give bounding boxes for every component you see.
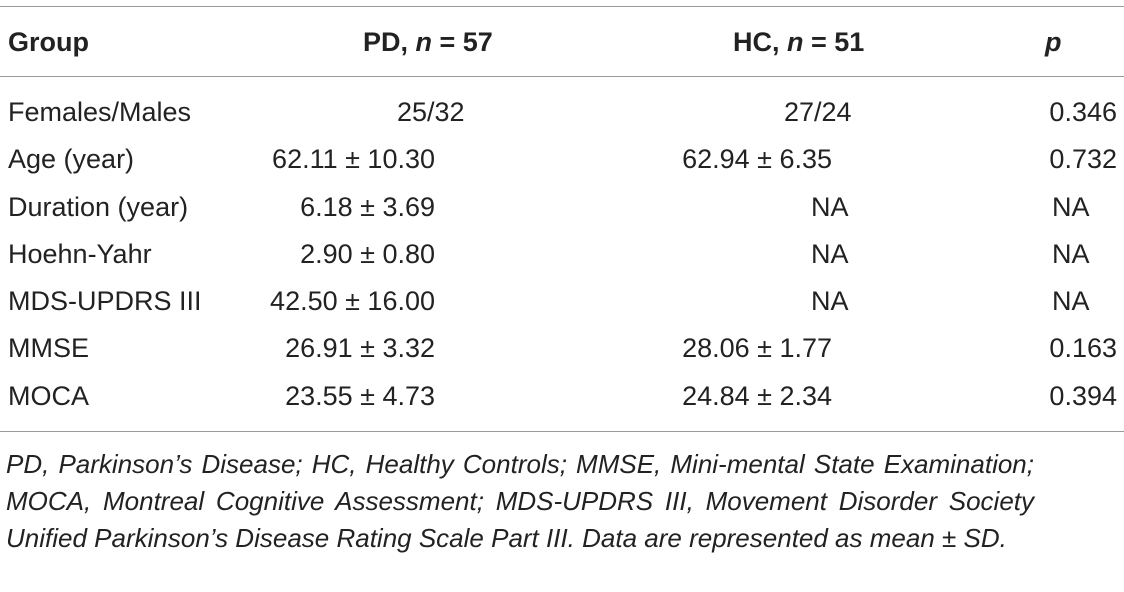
row-1-pd: 62.11 ± 10.30 (272, 144, 435, 174)
table-footnote: PD, Parkinson’s Disease; HC, Healthy Con… (6, 449, 1034, 553)
row-6-group: MOCA (8, 381, 89, 411)
row-1-group: Age (year) (8, 144, 135, 174)
row-5-group: MMSE (8, 333, 89, 363)
row-0-group: Females/Males (8, 97, 192, 127)
row-6-hc: 24.84 ± 2.34 (682, 381, 832, 411)
header-group: Group (8, 27, 89, 57)
row-0-pd: 25/32 (397, 97, 465, 127)
header-rule (0, 76, 1124, 77)
row-4-hc: NA (811, 286, 849, 316)
row-2-hc: NA (811, 192, 849, 222)
row-4-group: MDS-UPDRS III (8, 286, 202, 316)
row-0-p: 0.346 (1049, 97, 1117, 127)
row-5-pd: 26.91 ± 3.32 (285, 333, 435, 363)
header-hc: HC, n = 51 (733, 27, 865, 57)
row-3-hc: NA (811, 239, 849, 269)
row-0-hc: 27/24 (784, 97, 852, 127)
row-5-hc: 28.06 ± 1.77 (682, 333, 832, 363)
row-5-p: 0.163 (1049, 333, 1117, 363)
header-p: p (1045, 27, 1062, 57)
row-4-pd: 42.50 ± 16.00 (270, 286, 435, 316)
row-4-p: NA (1052, 286, 1090, 316)
row-3-pd: 2.90 ± 0.80 (300, 239, 435, 269)
row-3-p: NA (1052, 239, 1090, 269)
row-2-group: Duration (year) (8, 192, 189, 222)
row-3-group: Hoehn-Yahr (8, 239, 152, 269)
row-1-p: 0.732 (1049, 144, 1117, 174)
header-pd: PD, n = 57 (363, 27, 493, 57)
row-6-p: 0.394 (1049, 381, 1117, 411)
row-2-pd: 6.18 ± 3.69 (300, 192, 435, 222)
row-1-hc: 62.94 ± 6.35 (682, 144, 832, 174)
table-bottom-rule (0, 431, 1124, 432)
table-top-rule (0, 6, 1124, 7)
row-6-pd: 23.55 ± 4.73 (285, 381, 435, 411)
row-2-p: NA (1052, 192, 1090, 222)
